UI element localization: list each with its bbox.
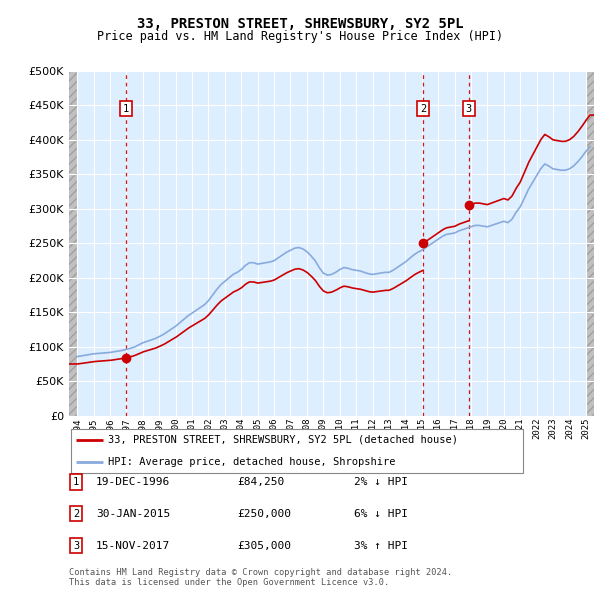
Text: 2: 2 — [420, 104, 426, 114]
Bar — [586, 71, 594, 416]
Text: 6% ↓ HPI: 6% ↓ HPI — [354, 509, 408, 519]
Text: 3: 3 — [73, 541, 79, 550]
Text: £305,000: £305,000 — [237, 541, 291, 550]
Text: 3% ↑ HPI: 3% ↑ HPI — [354, 541, 408, 550]
Text: 2% ↓ HPI: 2% ↓ HPI — [354, 477, 408, 487]
Text: Price paid vs. HM Land Registry's House Price Index (HPI): Price paid vs. HM Land Registry's House … — [97, 30, 503, 43]
Text: 1: 1 — [73, 477, 79, 487]
Text: £84,250: £84,250 — [237, 477, 284, 487]
Text: 19-DEC-1996: 19-DEC-1996 — [96, 477, 170, 487]
Bar — [69, 71, 77, 416]
Text: 1: 1 — [123, 104, 129, 114]
Text: 2: 2 — [73, 509, 79, 519]
Text: 33, PRESTON STREET, SHREWSBURY, SY2 5PL: 33, PRESTON STREET, SHREWSBURY, SY2 5PL — [137, 17, 463, 31]
FancyBboxPatch shape — [71, 429, 523, 473]
Text: 30-JAN-2015: 30-JAN-2015 — [96, 509, 170, 519]
Text: HPI: Average price, detached house, Shropshire: HPI: Average price, detached house, Shro… — [108, 457, 395, 467]
Text: 33, PRESTON STREET, SHREWSBURY, SY2 5PL (detached house): 33, PRESTON STREET, SHREWSBURY, SY2 5PL … — [108, 435, 458, 445]
Text: Contains HM Land Registry data © Crown copyright and database right 2024.: Contains HM Land Registry data © Crown c… — [69, 568, 452, 577]
Text: 15-NOV-2017: 15-NOV-2017 — [96, 541, 170, 550]
Text: 3: 3 — [466, 104, 472, 114]
Text: £250,000: £250,000 — [237, 509, 291, 519]
Text: This data is licensed under the Open Government Licence v3.0.: This data is licensed under the Open Gov… — [69, 578, 389, 587]
